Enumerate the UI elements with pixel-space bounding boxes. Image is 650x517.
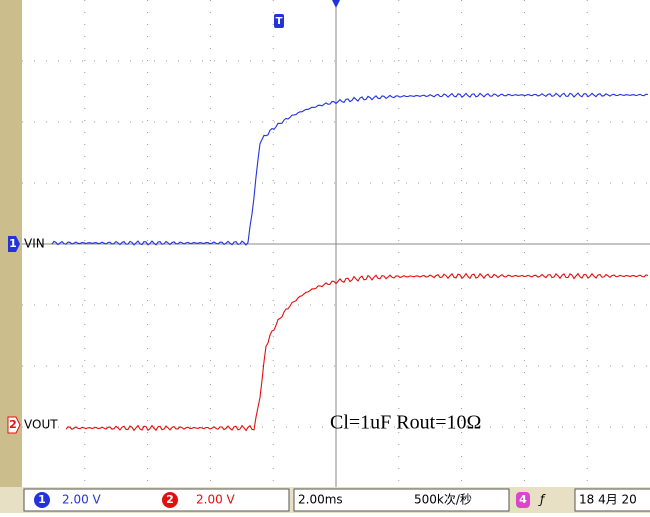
timebase: 2.00ms	[298, 493, 343, 507]
ch2-num: 2	[166, 493, 174, 506]
ch1-label: VIN	[24, 237, 45, 251]
ch-box	[23, 488, 290, 512]
left-border	[0, 0, 22, 513]
ch1-scale: 2.00 V	[62, 493, 102, 507]
ch2-scale: 2.00 V	[196, 493, 236, 507]
date-box	[574, 488, 650, 512]
annotation: Cl=1uF Rout=10Ω	[330, 412, 481, 434]
trig-source-bg	[516, 492, 530, 508]
sample-rate: 500k次/秒	[414, 493, 472, 507]
ch1-marker-bg	[8, 236, 20, 252]
ch2-marker-bg	[7, 416, 21, 434]
ch2-trace	[65, 272, 649, 432]
ch1-marker: 1	[9, 237, 17, 250]
date: 18 4月 20	[579, 493, 637, 507]
trig-source: 4	[519, 493, 527, 506]
time-box	[293, 488, 510, 512]
trigger-marker-bg	[274, 14, 284, 28]
trig-slope: ƒ	[538, 493, 546, 507]
trigger-pos	[332, 0, 340, 8]
ch1-num-bg	[34, 492, 50, 508]
ch2-num-bg	[162, 492, 178, 508]
ch2-label: VOUT	[24, 418, 58, 432]
trigger-marker: T	[276, 16, 283, 27]
ch1-trace	[51, 92, 649, 246]
ch2-marker: 2	[9, 418, 17, 431]
ch1-num: 1	[38, 493, 46, 506]
